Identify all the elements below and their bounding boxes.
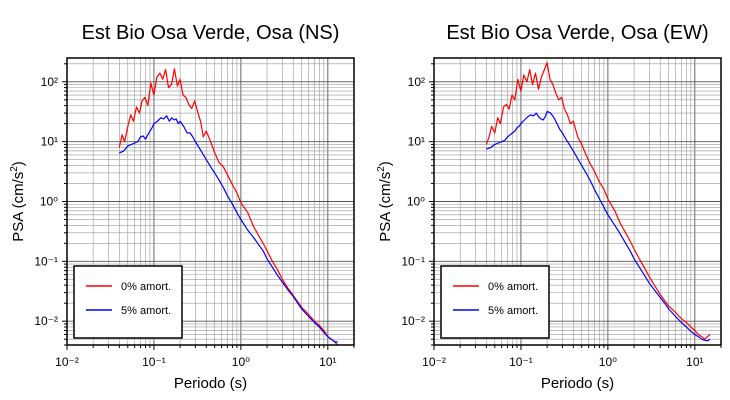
- y-tick-label: 10⁻¹: [401, 254, 425, 268]
- axis-ticks: [429, 63, 722, 350]
- legend-label: 5% amort.: [121, 305, 171, 317]
- y-axis-label: PSA (cm/s2): [376, 161, 394, 242]
- plot-frame: [433, 57, 722, 346]
- legend-label: 0% amort.: [488, 281, 538, 293]
- series-line-undamped: [118, 68, 339, 346]
- chart-title: Est Bio Osa Verde, Osa (NS): [82, 22, 340, 44]
- x-tick-label: 10⁻²: [422, 355, 446, 369]
- x-tick-label: 10⁻¹: [509, 355, 533, 369]
- x-tick-label: 10⁻¹: [142, 355, 166, 369]
- plot-area: 10⁻² 10⁻¹ 10⁰ 10¹ 10⁻² 10⁻¹ 10⁰ 10¹ 10² 0% amort.…: [401, 57, 722, 369]
- legend: 0% amort. 5% amort.: [440, 265, 550, 339]
- y-tick-label: 10⁻²: [34, 314, 58, 328]
- chart-title: Est Bio Osa Verde, Osa (EW): [446, 22, 708, 44]
- grid: [433, 58, 722, 346]
- y-tick-label: 10⁰: [40, 195, 58, 209]
- series-line-undamped: [485, 61, 711, 340]
- legend-box: [440, 265, 550, 339]
- y-tick-label: 10⁻¹: [34, 254, 58, 268]
- plot-area: 10⁻² 10⁻¹ 10⁰ 10¹ 10⁻² 10⁻¹ 10⁰ 10¹ 10² 0% amort.…: [34, 57, 355, 369]
- x-tick-label: 10⁰: [232, 355, 250, 369]
- legend: 0% amort. 5% amort.: [73, 265, 183, 339]
- x-tick-label: 10¹: [319, 355, 336, 369]
- x-tick-label: 10⁻²: [55, 355, 79, 369]
- x-tick-label: 10⁰: [599, 355, 617, 369]
- chart-panel-ew: Est Bio Osa Verde, Osa (EW) 10⁻² 10⁻¹ 10⁰ 1…: [376, 22, 722, 392]
- legend-label: 5% amort.: [488, 305, 538, 317]
- x-axis-label: Periodo (s): [174, 375, 247, 392]
- legend-label: 0% amort.: [121, 281, 171, 293]
- plot-frame: [66, 57, 355, 346]
- y-tick-label: 10¹: [41, 135, 58, 149]
- y-tick-label: 10²: [41, 75, 58, 89]
- chart-panel-ns: Est Bio Osa Verde, Osa (NS) 10⁻² 10⁻¹ 10⁰ 1…: [9, 22, 355, 392]
- x-axis-label: Periodo (s): [541, 375, 614, 392]
- legend-box: [73, 265, 183, 339]
- y-tick-label: 10⁻²: [401, 314, 425, 328]
- series-line-damped: [119, 115, 338, 343]
- y-axis-label: PSA (cm/s2): [9, 161, 27, 242]
- y-tick-label: 10⁰: [407, 195, 425, 209]
- x-tick-label: 10¹: [686, 355, 703, 369]
- series-line-damped: [486, 110, 711, 342]
- y-tick-label: 10²: [408, 75, 425, 89]
- y-tick-label: 10¹: [408, 135, 425, 149]
